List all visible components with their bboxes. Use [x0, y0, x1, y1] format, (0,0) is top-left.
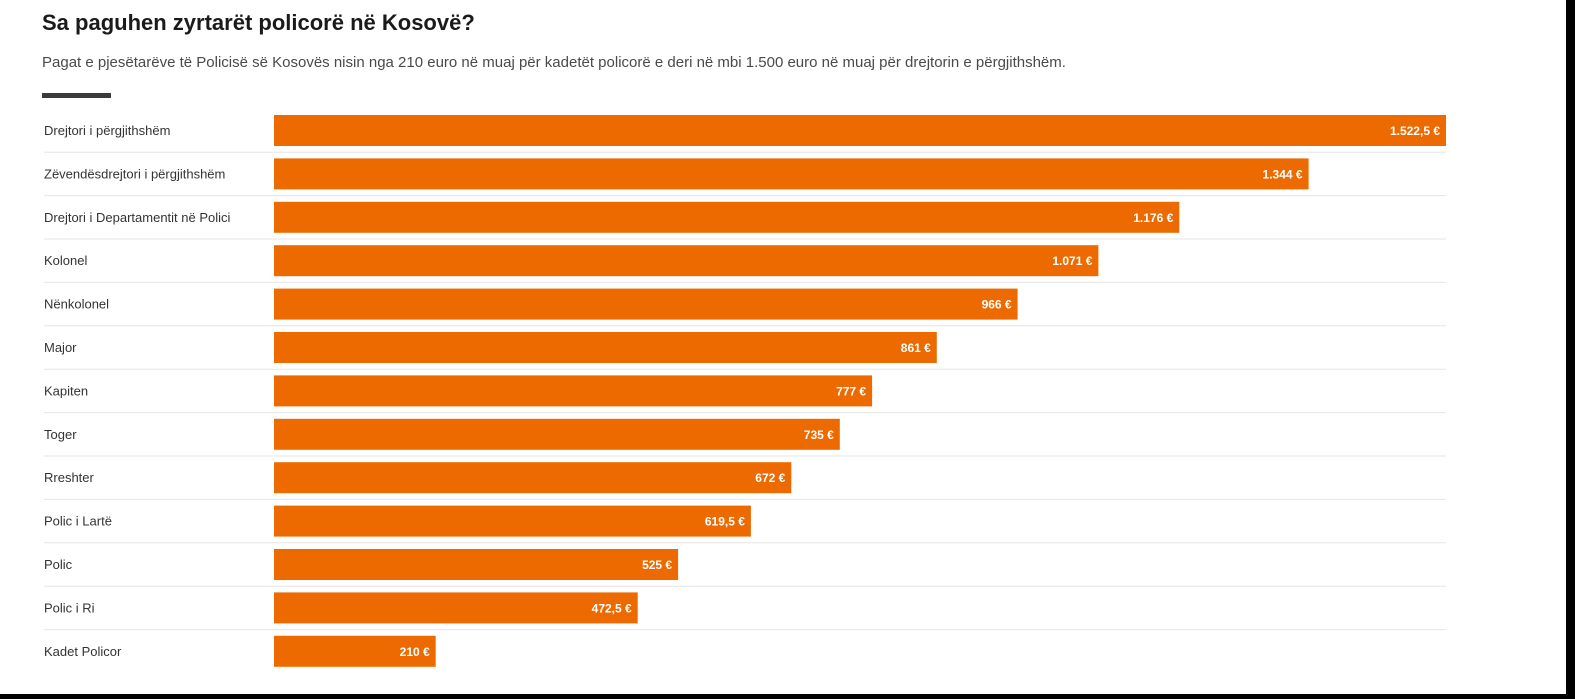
category-label-polic-i-larte: Polic i Lartë	[44, 514, 112, 529]
bar-toger	[274, 418, 840, 450]
title-accent-rule	[42, 93, 111, 98]
value-label-drejtori-i-pergjithshem: 1.522,5 €	[1390, 124, 1440, 138]
chart-title: Sa paguhen zyrtarët policorë në Kosovë?	[42, 10, 475, 35]
category-label-drejtori-i-pergjithshem: Drejtori i përgjithshëm	[44, 123, 170, 138]
value-label-polic: 525 €	[642, 558, 672, 572]
category-label-polic: Polic	[44, 557, 73, 572]
value-label-drejtori-i-departamentit-ne-polici: 1.176 €	[1133, 211, 1173, 225]
category-label-kolonel: Kolonel	[44, 253, 87, 268]
bar-kapiten	[274, 375, 873, 407]
value-label-nenkolonel: 966 €	[982, 298, 1012, 312]
category-label-zevendesdrejtori-i-pergjithshem: Zëvendësdrejtori i përgjithshëm	[44, 166, 225, 181]
category-label-nenkolonel: Nënkolonel	[44, 297, 109, 312]
bar-kolonel	[274, 245, 1099, 277]
value-label-kolonel: 1.071 €	[1052, 254, 1092, 268]
bar-polic	[274, 549, 679, 580]
bar-rreshter	[274, 462, 792, 494]
value-label-rreshter: 672 €	[755, 471, 785, 485]
value-label-toger: 735 €	[804, 428, 834, 442]
bar-zevendesdrejtori-i-pergjithshem	[274, 158, 1309, 190]
value-label-polic-i-ri: 472,5 €	[592, 601, 632, 615]
category-label-toger: Toger	[44, 427, 77, 442]
category-label-major: Major	[44, 340, 77, 355]
value-label-zevendesdrejtori-i-pergjithshem: 1.344 €	[1263, 167, 1303, 181]
bar-polic-i-larte	[274, 505, 751, 537]
category-label-rreshter: Rreshter	[44, 470, 95, 485]
value-label-polic-i-larte: 619,5 €	[705, 515, 745, 529]
bar-major	[274, 332, 937, 363]
bar-kadet-policor	[274, 635, 436, 667]
bar-polic-i-ri	[274, 592, 638, 624]
value-label-kadet-policor: 210 €	[400, 645, 430, 659]
category-label-drejtori-i-departamentit-ne-polici: Drejtori i Departamentit në Polici	[44, 210, 231, 225]
category-label-polic-i-ri: Polic i Ri	[44, 600, 95, 615]
category-label-kadet-policor: Kadet Policor	[44, 644, 122, 659]
value-label-kapiten: 777 €	[836, 384, 866, 398]
bar-nenkolonel	[274, 288, 1018, 320]
category-label-kapiten: Kapiten	[44, 383, 88, 398]
bar-drejtori-i-departamentit-ne-polici	[274, 201, 1180, 233]
value-label-major: 861 €	[901, 341, 931, 355]
bar-drejtori-i-pergjithshem	[274, 115, 1446, 146]
chart-subtitle: Pagat e pjesëtarëve të Policisë së Kosov…	[42, 54, 1066, 71]
